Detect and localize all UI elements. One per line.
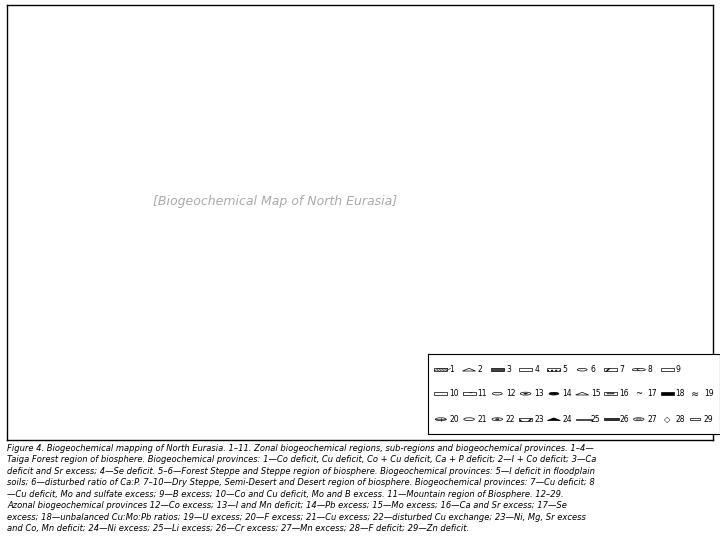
Text: 4: 4 bbox=[534, 365, 539, 374]
Polygon shape bbox=[576, 393, 589, 395]
Text: 17: 17 bbox=[647, 389, 657, 398]
Text: 18: 18 bbox=[675, 389, 685, 398]
FancyBboxPatch shape bbox=[604, 393, 617, 395]
Text: 13: 13 bbox=[534, 389, 544, 398]
Text: 28: 28 bbox=[675, 415, 685, 424]
Circle shape bbox=[492, 418, 503, 421]
Text: 24: 24 bbox=[562, 415, 572, 424]
Text: 25: 25 bbox=[591, 415, 600, 424]
Circle shape bbox=[634, 418, 644, 421]
Text: 1: 1 bbox=[449, 365, 454, 374]
FancyBboxPatch shape bbox=[607, 393, 614, 394]
Text: 2: 2 bbox=[477, 365, 482, 374]
Text: ◇: ◇ bbox=[664, 415, 670, 424]
Text: 16: 16 bbox=[619, 389, 629, 398]
Text: 12: 12 bbox=[506, 389, 516, 398]
Circle shape bbox=[636, 418, 642, 420]
Circle shape bbox=[436, 418, 446, 421]
Text: 26: 26 bbox=[619, 415, 629, 424]
Text: 6: 6 bbox=[591, 365, 595, 374]
Text: Figure 4. Biogeochemical mapping of North Eurasia. 1–11. Zonal biogeochemical re: Figure 4. Biogeochemical mapping of Nort… bbox=[7, 444, 597, 533]
Text: 20: 20 bbox=[449, 415, 459, 424]
FancyBboxPatch shape bbox=[491, 368, 504, 371]
Circle shape bbox=[492, 393, 503, 395]
Circle shape bbox=[524, 393, 528, 394]
FancyBboxPatch shape bbox=[434, 393, 447, 395]
Circle shape bbox=[464, 418, 474, 421]
FancyBboxPatch shape bbox=[604, 418, 618, 420]
FancyBboxPatch shape bbox=[604, 368, 617, 371]
Circle shape bbox=[632, 369, 640, 371]
Text: 8: 8 bbox=[647, 365, 652, 374]
Text: 21: 21 bbox=[477, 415, 487, 424]
Text: 27: 27 bbox=[647, 415, 657, 424]
Circle shape bbox=[577, 368, 587, 371]
Text: 29: 29 bbox=[704, 415, 714, 424]
Polygon shape bbox=[547, 418, 560, 421]
Text: 22: 22 bbox=[506, 415, 516, 424]
Text: [Biogeochemical Map of North Eurasia]: [Biogeochemical Map of North Eurasia] bbox=[153, 194, 397, 207]
Text: 19: 19 bbox=[704, 389, 714, 398]
FancyBboxPatch shape bbox=[660, 368, 674, 371]
Circle shape bbox=[521, 392, 531, 395]
FancyBboxPatch shape bbox=[462, 393, 476, 395]
Circle shape bbox=[549, 393, 559, 395]
Text: 10: 10 bbox=[449, 389, 459, 398]
FancyBboxPatch shape bbox=[576, 418, 592, 420]
Text: ≈: ≈ bbox=[691, 389, 699, 399]
FancyBboxPatch shape bbox=[690, 418, 701, 420]
Text: 7: 7 bbox=[619, 365, 624, 374]
Text: ~: ~ bbox=[635, 389, 642, 398]
Text: 5: 5 bbox=[562, 365, 567, 374]
Text: 14: 14 bbox=[562, 389, 572, 398]
Polygon shape bbox=[462, 368, 476, 371]
Text: 9: 9 bbox=[675, 365, 680, 374]
FancyBboxPatch shape bbox=[434, 368, 447, 371]
Text: 3: 3 bbox=[506, 365, 511, 374]
FancyBboxPatch shape bbox=[519, 368, 532, 371]
Circle shape bbox=[495, 418, 499, 420]
Text: 11: 11 bbox=[477, 389, 487, 398]
Text: 23: 23 bbox=[534, 415, 544, 424]
Text: 15: 15 bbox=[591, 389, 600, 398]
FancyBboxPatch shape bbox=[519, 418, 532, 421]
FancyBboxPatch shape bbox=[660, 393, 674, 395]
Circle shape bbox=[637, 369, 645, 371]
FancyBboxPatch shape bbox=[547, 368, 560, 371]
